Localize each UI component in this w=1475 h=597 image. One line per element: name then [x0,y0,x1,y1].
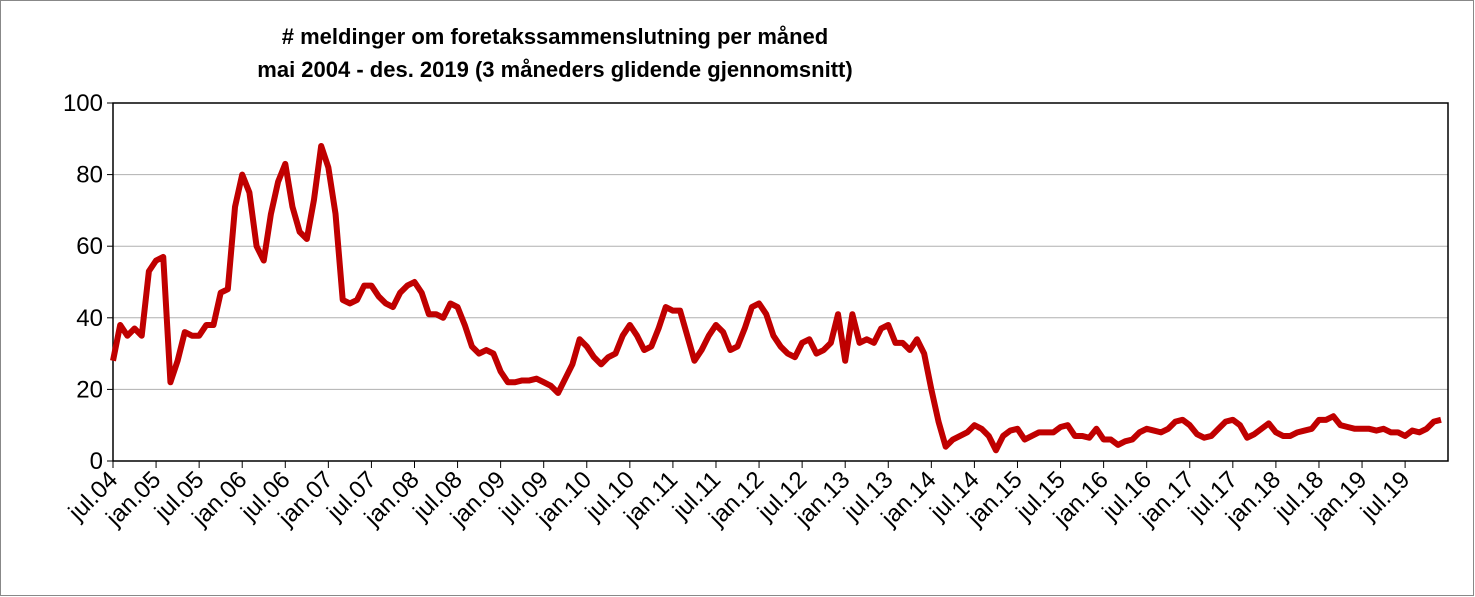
y-tick-label: 80 [76,162,103,189]
data-line [110,142,1442,454]
chart-title: # meldinger om foretakssammenslutning pe… [282,24,828,49]
y-tick-label: 40 [76,305,103,332]
y-tick-label: 20 [76,376,103,403]
y-tick-label: 100 [63,90,103,117]
plot-area [112,102,1449,462]
y-tick-label: 0 [90,448,103,475]
chart-subtitle: mai 2004 - des. 2019 (3 måneders glidend… [257,57,852,82]
y-tick-label: 60 [76,233,103,260]
